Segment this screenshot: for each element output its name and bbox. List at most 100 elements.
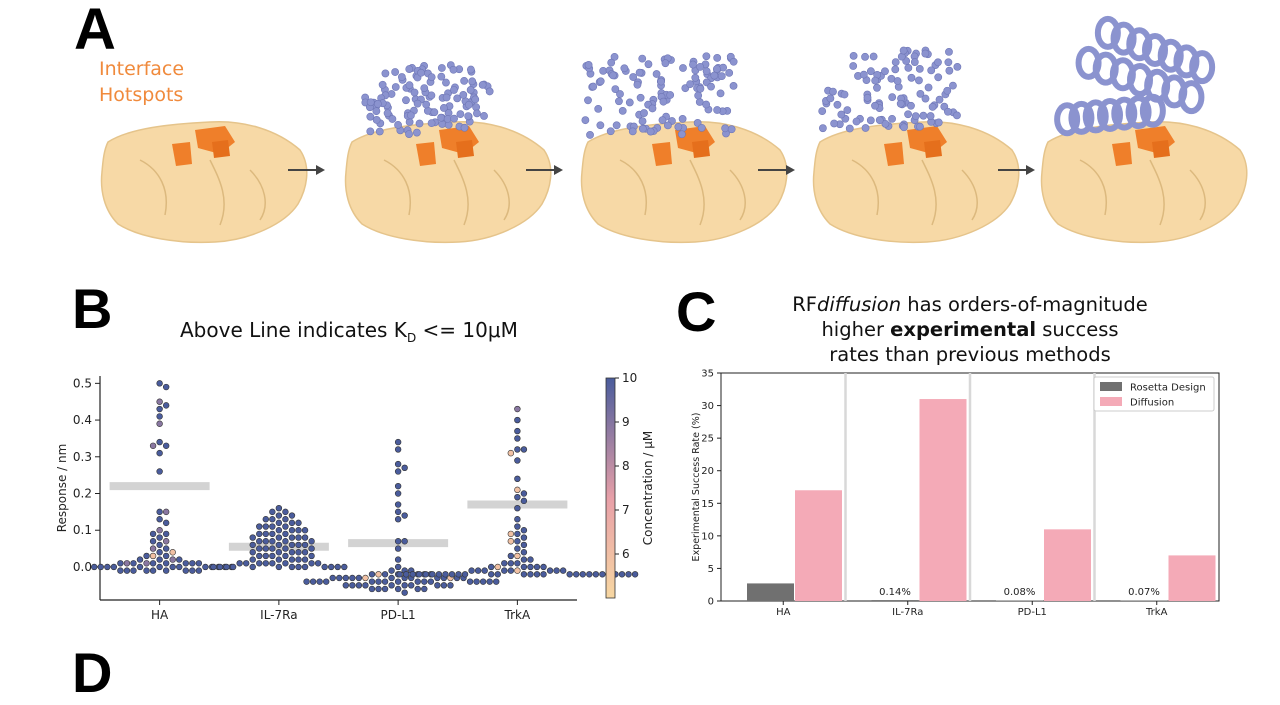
data-point xyxy=(408,582,414,588)
data-point xyxy=(349,575,355,581)
data-point xyxy=(508,568,514,574)
binder-atom xyxy=(657,78,664,85)
binder-atom xyxy=(405,130,412,137)
binder-atom xyxy=(946,67,953,74)
data-point xyxy=(626,571,632,577)
binder-atom xyxy=(480,112,487,119)
binder-atom xyxy=(707,83,714,90)
binder-atom xyxy=(819,125,826,132)
data-point xyxy=(250,564,256,570)
data-point xyxy=(395,538,401,544)
data-point xyxy=(229,564,235,570)
rosetta-bar xyxy=(996,600,1043,601)
data-point xyxy=(163,402,169,408)
data-point xyxy=(98,564,104,570)
binder-atom xyxy=(713,65,720,72)
binder-atom xyxy=(373,116,380,123)
binder-atom xyxy=(597,122,604,129)
data-point xyxy=(163,546,169,552)
binder-atom xyxy=(376,128,383,135)
data-point xyxy=(196,568,202,574)
data-point xyxy=(276,564,282,570)
data-point xyxy=(157,516,163,522)
data-point xyxy=(341,564,347,570)
hotspot-patch xyxy=(1152,140,1170,158)
data-point xyxy=(309,546,315,552)
data-point xyxy=(514,553,520,559)
binder-atom xyxy=(907,102,914,109)
binder-atom xyxy=(382,70,389,77)
data-point xyxy=(514,428,520,434)
binder-atom xyxy=(717,90,724,97)
data-point xyxy=(243,560,249,566)
target-protein-surface xyxy=(1042,19,1247,243)
data-point xyxy=(402,465,408,471)
data-point xyxy=(196,560,202,566)
binder-atom xyxy=(659,117,666,124)
data-point xyxy=(183,568,189,574)
data-point xyxy=(521,557,527,563)
data-point xyxy=(203,564,209,570)
binder-atom xyxy=(486,88,493,95)
data-point xyxy=(356,582,362,588)
data-point xyxy=(514,494,520,500)
binder-atom xyxy=(367,99,374,106)
data-point xyxy=(467,579,473,585)
data-point xyxy=(534,564,540,570)
data-point xyxy=(349,582,355,588)
legend-label: Diffusion xyxy=(1130,398,1174,409)
data-point xyxy=(322,564,328,570)
binder-atom xyxy=(944,87,951,94)
rosetta-bar xyxy=(747,583,794,601)
data-point xyxy=(317,579,323,585)
data-point xyxy=(397,571,403,577)
binder-atom xyxy=(912,113,919,120)
legend-swatch xyxy=(1100,397,1122,406)
binder-atom xyxy=(640,109,647,116)
data-point xyxy=(157,399,163,405)
binder-atom xyxy=(819,108,826,115)
binder-atom xyxy=(634,81,641,88)
binder-atom xyxy=(916,65,923,72)
data-point xyxy=(289,557,295,563)
data-point xyxy=(302,527,308,533)
binder-atom xyxy=(465,113,472,120)
data-point xyxy=(150,568,156,574)
binder-atom xyxy=(905,64,912,71)
binder-atom xyxy=(934,59,941,66)
binder-atom xyxy=(465,101,472,108)
data-point xyxy=(395,516,401,522)
binder-atom xyxy=(697,63,704,70)
data-point xyxy=(521,498,527,504)
data-point xyxy=(157,450,163,456)
data-point xyxy=(521,447,527,453)
data-point xyxy=(124,560,130,566)
data-point xyxy=(606,571,612,577)
binder-atom xyxy=(457,111,464,118)
data-point xyxy=(593,571,599,577)
colorbar-tick-label: 6 xyxy=(622,547,630,561)
binder-atom xyxy=(917,90,924,97)
data-point xyxy=(541,571,547,577)
binder-atom xyxy=(728,126,735,133)
binder-atom xyxy=(590,83,597,90)
data-point xyxy=(211,564,217,570)
data-point xyxy=(514,476,520,482)
y-tick-label: 0.0 xyxy=(73,560,92,574)
data-point xyxy=(410,571,416,577)
binder-atom xyxy=(841,91,848,98)
binder-atom xyxy=(703,101,710,108)
binder-atom xyxy=(407,112,414,119)
y-tick-label: 0.5 xyxy=(73,376,92,390)
data-point xyxy=(415,571,421,577)
data-point xyxy=(514,516,520,522)
data-point xyxy=(356,575,362,581)
panel-c-title: RFdiffusion has orders-of-magnitude high… xyxy=(720,292,1220,367)
data-point xyxy=(448,575,454,581)
y-tick-label: 20 xyxy=(701,466,714,477)
target-protein-surface xyxy=(346,62,551,243)
binder-atom xyxy=(922,50,929,57)
binder-atom xyxy=(900,124,907,131)
binder-atom xyxy=(460,91,467,98)
data-point xyxy=(104,564,110,570)
